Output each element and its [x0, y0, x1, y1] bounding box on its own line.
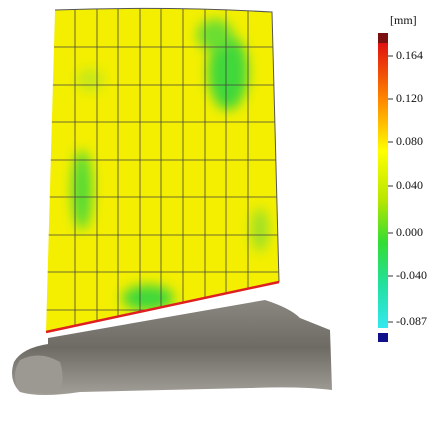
scale-label: 0.040: [396, 178, 423, 192]
screenshot: [mm] 0.164 0.120 0.080 0.040 0.000 -0.040 -0.0…: [0, 0, 432, 423]
scale-label: -0.040: [396, 268, 427, 282]
scale-label: 0.120: [396, 91, 423, 105]
deviation-map: [mm] 0.164 0.120 0.080 0.040 0.000 -0.040 -0.0…: [0, 0, 432, 423]
scale-label: -0.087: [396, 314, 427, 328]
scale-label: 0.000: [396, 225, 423, 239]
scale-label: 0.080: [396, 134, 423, 148]
scale-label: 0.164: [396, 48, 423, 62]
blade: [40, 0, 290, 340]
colorbar: [mm] 0.164 0.120 0.080 0.040 0.000 -0.040 -0.0…: [378, 13, 427, 342]
unit: [mm]: [390, 13, 417, 27]
